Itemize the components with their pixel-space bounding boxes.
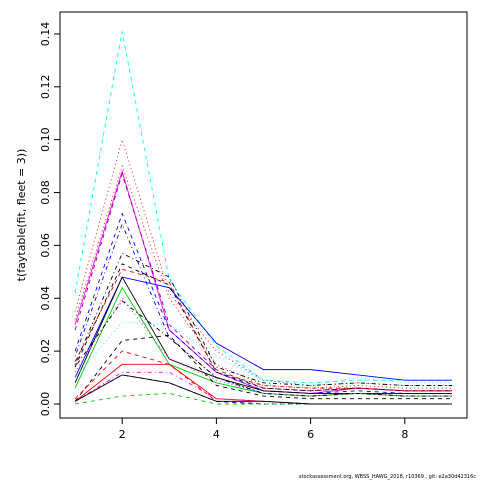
y-tick-label: 0.06 bbox=[39, 233, 52, 258]
series-line bbox=[74, 363, 452, 405]
y-tick-label: 0.08 bbox=[39, 180, 52, 205]
y-tick-label: 0.12 bbox=[39, 75, 52, 100]
series-line bbox=[74, 392, 452, 405]
y-tick-label: 0.10 bbox=[39, 127, 52, 152]
series-line bbox=[74, 276, 452, 394]
series-line bbox=[74, 31, 452, 384]
x-tick-label: 4 bbox=[213, 428, 220, 441]
series-line bbox=[74, 276, 452, 381]
series-line bbox=[74, 334, 452, 402]
y-tick-label: 0.14 bbox=[39, 22, 52, 47]
x-tick-label: 6 bbox=[307, 428, 314, 441]
y-tick-label: 0.04 bbox=[39, 286, 52, 311]
y-axis-label: t(faytable(fit, fleet = 3)) bbox=[15, 149, 28, 282]
footer: stockassessment.org, WBSS_HAWG_2018, r10… bbox=[299, 474, 476, 480]
series-line bbox=[74, 350, 452, 405]
series-line bbox=[74, 263, 452, 392]
series-line bbox=[74, 222, 452, 397]
series-line bbox=[74, 172, 452, 392]
series-line bbox=[74, 300, 452, 397]
series-line bbox=[74, 252, 452, 386]
series-line bbox=[74, 164, 452, 389]
series-line bbox=[74, 138, 452, 386]
plot-frame bbox=[59, 11, 468, 419]
series-line bbox=[74, 297, 452, 397]
x-tick-label: 2 bbox=[119, 428, 126, 441]
series-line bbox=[74, 321, 452, 386]
series-line bbox=[74, 374, 452, 405]
series-line bbox=[74, 268, 452, 392]
y-tick-label: 0.02 bbox=[39, 339, 52, 364]
y-tick-label: 0.00 bbox=[39, 392, 52, 417]
x-tick-label: 8 bbox=[401, 428, 408, 441]
